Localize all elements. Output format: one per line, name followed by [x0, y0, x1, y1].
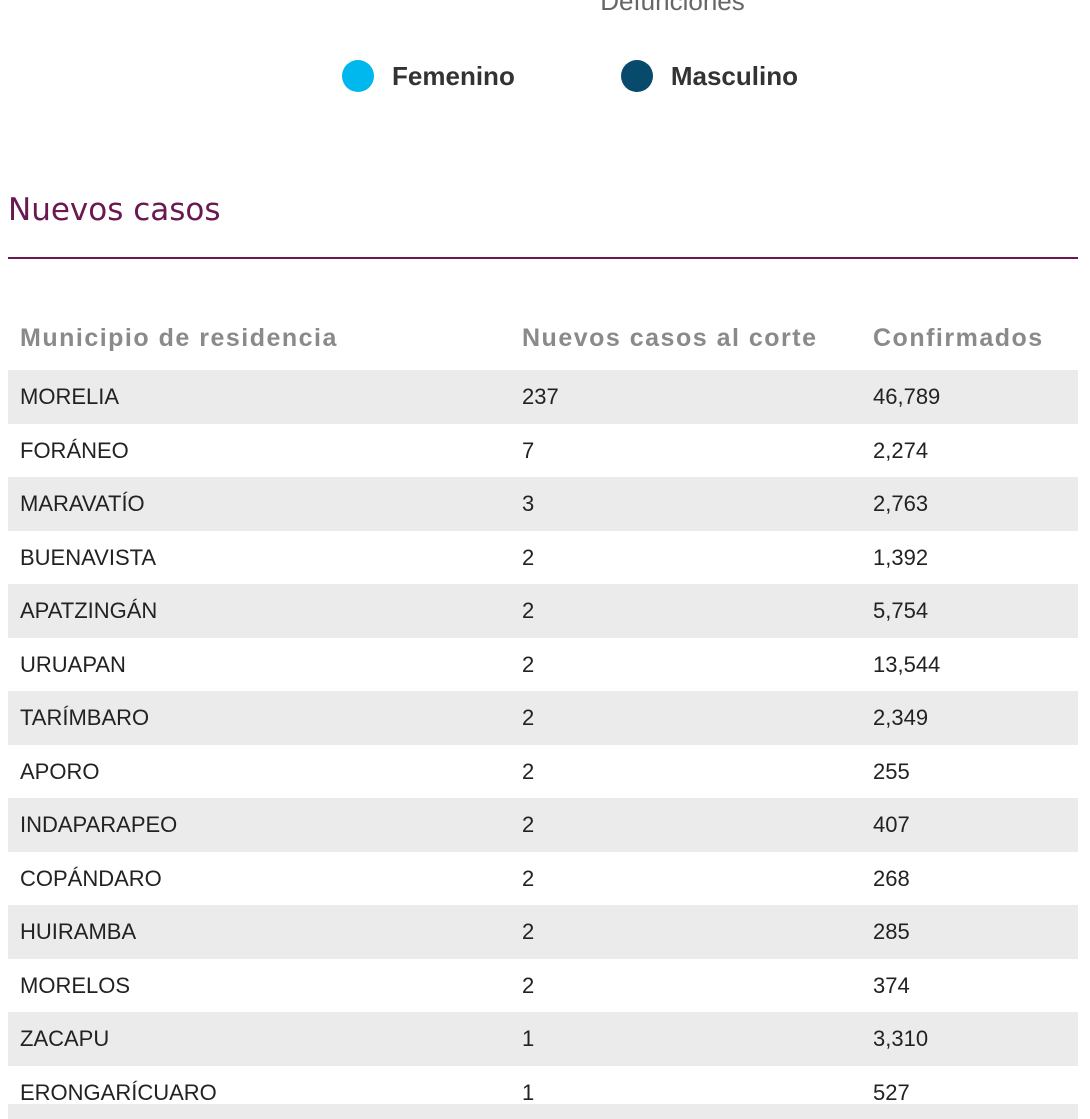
column-header: Nuevos casos al corte	[522, 324, 818, 352]
table-cell: 3,310	[873, 1026, 929, 1051]
table-cell: ZACAPU	[20, 1026, 110, 1051]
table-row: COPÁNDARO 2 268	[8, 852, 1078, 906]
table-row: URUAPAN 2 13,544	[8, 638, 1078, 692]
table-row: APORO 2 255	[8, 745, 1078, 799]
table-cell: 237	[522, 384, 559, 409]
table-cell: 2,274	[873, 437, 929, 463]
table-cell: URUAPAN	[20, 651, 126, 677]
table-cell: 2,349	[873, 705, 929, 730]
table-row: TARÍMBARO 2 2,349	[8, 691, 1078, 745]
table-cell: MARAVATÍO	[20, 491, 145, 516]
table-cell: 2	[522, 919, 535, 944]
table-row: MORELOS 2 374	[8, 959, 1078, 1013]
table-cell: 2,763	[873, 491, 929, 516]
legend-item: Masculino	[620, 60, 798, 92]
legend: Femenino Masculino	[0, 60, 1090, 92]
table-cell: 374	[873, 972, 910, 998]
table-row: ERONGARÍCUARO 1 527	[8, 1066, 1078, 1119]
table-cell: 46,789	[873, 384, 941, 409]
column-header: Municipio de residencia	[20, 324, 338, 352]
legend-item: Femenino	[342, 60, 515, 92]
table-cell: HUIRAMBA	[20, 919, 137, 944]
table-cell: INDAPARAPEO	[20, 812, 178, 837]
table-cell: BUENAVISTA	[20, 544, 157, 570]
table-row: MORELIA 237 46,789	[8, 370, 1078, 424]
legend-label: Femenino	[392, 60, 515, 91]
table-row: HUIRAMBA 2 285	[8, 905, 1078, 959]
table-cell: TARÍMBARO	[20, 705, 150, 730]
table-cell: 2	[522, 651, 535, 677]
table-cell: 1,392	[873, 544, 929, 570]
table-row: ZACAPU 1 3,310	[8, 1012, 1078, 1066]
table-cell: 5,754	[873, 598, 929, 623]
table-cell: 1	[522, 1079, 535, 1105]
table-cell: 255	[873, 758, 910, 784]
table-row: MARAVATÍO 3 2,763	[8, 477, 1078, 531]
table-cell: APATZINGÁN	[20, 598, 158, 623]
table-cell: 7	[522, 437, 535, 463]
divider	[8, 257, 1078, 259]
table-cell: 2	[522, 758, 535, 784]
table-row: INDAPARAPEO 2 407	[8, 798, 1078, 852]
table-header: Municipio de residencia Nuevos casos al c…	[8, 280, 1078, 368]
table-cell: 285	[873, 919, 910, 944]
table-cell: 3	[522, 491, 535, 516]
table-cell: ERONGARÍCUARO	[20, 1079, 217, 1105]
table-cell: 1	[522, 1026, 535, 1051]
table-cell: 2	[522, 705, 535, 730]
table-body: MORELIA 237 46,789 FORÁNEO 7 2,274 MARAVATÍO 3 2…	[8, 370, 1078, 1119]
table-cell: MORELOS	[20, 972, 131, 998]
table-cell: 2	[522, 598, 535, 623]
table-cell: APORO	[20, 758, 100, 784]
table-row: APATZINGÁN 2 5,754	[8, 584, 1078, 638]
table-cell: 407	[873, 812, 910, 837]
table-cell: MORELIA	[20, 384, 120, 409]
legend-swatch	[620, 60, 653, 92]
legend-swatch	[342, 60, 375, 92]
column-header: Confirmados	[873, 324, 1044, 352]
chart-caption: Defunciones	[600, 0, 745, 16]
legend-label: Masculino	[670, 60, 798, 91]
section-title: Nuevos casos	[8, 192, 221, 228]
table-cell: 527	[873, 1079, 910, 1105]
row-edge	[8, 1104, 1078, 1119]
table-row: FORÁNEO 7 2,274	[8, 424, 1078, 478]
table-cell: 2	[522, 812, 535, 837]
table-cell: 2	[522, 544, 535, 570]
table-cell: 2	[522, 865, 535, 891]
table-cell: COPÁNDARO	[20, 865, 162, 891]
table-cell: 2	[522, 972, 535, 998]
table-cell: FORÁNEO	[20, 437, 129, 463]
table-cell: 268	[873, 865, 910, 891]
table-row: BUENAVISTA 2 1,392	[8, 531, 1078, 585]
table-cell: 13,544	[873, 651, 941, 677]
